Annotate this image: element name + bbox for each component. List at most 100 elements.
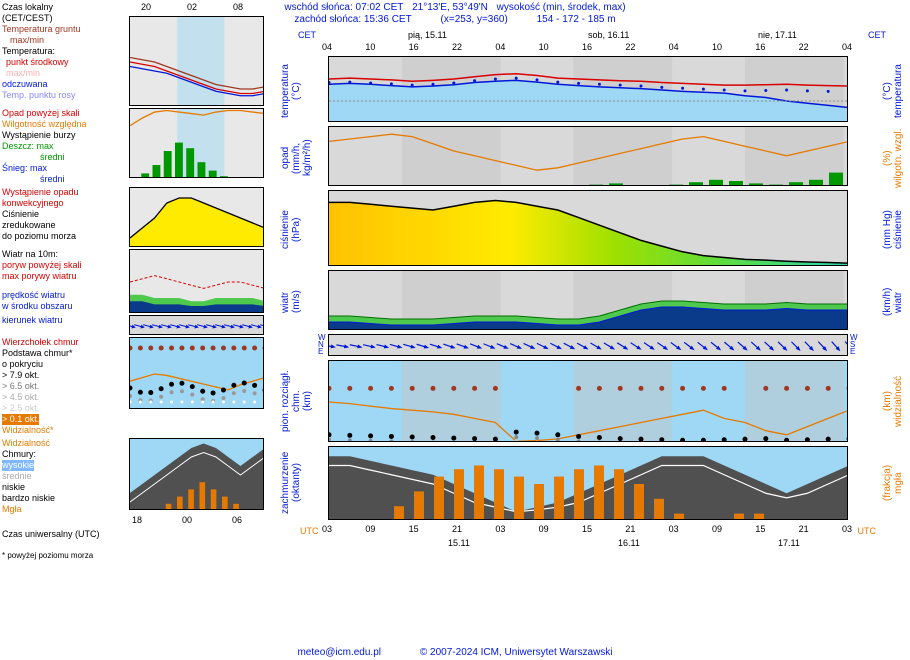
mini-time-bot: 180006 xyxy=(127,515,277,529)
rl-temp: temperatura(°C) xyxy=(280,58,302,124)
gridxy: (x=253, y=360) xyxy=(441,14,508,25)
mini-wind-chart: 201510572543618 xyxy=(129,249,264,313)
l-max2: max xyxy=(30,163,47,173)
l-burza: Wystąpienie burzy xyxy=(2,130,117,141)
l-nisk: niskie xyxy=(2,482,117,493)
mini-temp-chart: 3020100-10 xyxy=(129,16,264,106)
mini-cover-chart: 86421.000.750.500.25 xyxy=(129,438,264,510)
bd3: 17.11 xyxy=(778,538,800,548)
l-cis3: do poziomu morza xyxy=(2,231,117,242)
l-czas2: (CET/CEST) xyxy=(2,13,117,24)
time-axis-bot: 03091521030915210309152103 xyxy=(328,524,848,538)
panel-cover: 86421.000.750.500.25 xyxy=(328,446,848,520)
elev-label: wysokość (min, środek, max) xyxy=(497,2,626,13)
rr-precip: (%)wilgotn. wzgl. xyxy=(882,128,904,188)
footer-copy: © 2007-2024 ICM, Uniwersytet Warszawski xyxy=(420,647,613,658)
tz-l: CET xyxy=(298,30,316,40)
elev-values: 154 - 172 - 185 m xyxy=(537,14,616,25)
sunset: zachód słońca: 15:36 CET xyxy=(294,14,411,25)
utc-r: UTC xyxy=(858,526,877,536)
l-utc: Czas uniwersalny (UTC) xyxy=(2,529,277,540)
rr-cover: (frakcja)mgła xyxy=(882,446,904,520)
l-cis: Ciśnienie xyxy=(2,209,117,220)
day-labels: CET pią, 15.11 sob, 16.11 nie, 17.11 CET xyxy=(278,30,906,42)
l-podst: Podstawa chmur* xyxy=(2,348,117,359)
l-okt65: > 6.5 okt. xyxy=(2,381,117,392)
l-kier: kierunek wiatru xyxy=(2,315,117,326)
day2: sob, 16.11 xyxy=(588,30,629,40)
time-axis-top: 04101622041016220410162204 xyxy=(328,42,848,56)
l-widz2: Widzialność xyxy=(2,438,117,449)
l-predk: prędkość wiatru xyxy=(2,290,117,301)
l-predk2: w środku obszaru xyxy=(2,301,117,312)
l-note: * powyżej poziomu morza xyxy=(2,550,277,561)
l-punkt: punkt środkowy xyxy=(2,57,117,68)
mini-cloud-chart: 15.07.02.00.01001010 xyxy=(129,337,264,409)
l-rosa: Temp. punktu rosy xyxy=(2,90,117,101)
panel-winddir xyxy=(328,334,848,356)
coords: 21°13'E, 53°49'N xyxy=(412,2,488,13)
l-deszcz: Deszcz: xyxy=(2,141,34,151)
panel-clouds: 15.07.02.00.01001010 xyxy=(328,360,848,442)
l-maxmin2: max/min xyxy=(2,68,117,79)
rr-cloud: (km)widzialność xyxy=(882,360,904,442)
l-maxmin: max/min xyxy=(2,35,117,46)
bot-days: 15.11 16.11 17.11 xyxy=(328,538,906,550)
left-column: Czas lokalny (CET/CEST) Temperatura grun… xyxy=(2,2,277,561)
l-konw: Wystąpienie opadu xyxy=(2,187,117,198)
panel-wind: 201510572543618 xyxy=(328,270,848,330)
l-poryw: poryw powyżej skali xyxy=(2,260,117,271)
l-wilg: Wilgotność względna xyxy=(2,119,117,130)
mini-precip-chart: 2.52.01.51.00.50.09684726150 xyxy=(129,108,264,178)
rl-wind: wiatr(m/s) xyxy=(280,272,302,332)
footer: meteo@icm.edu.pl © 2007-2024 ICM, Uniwer… xyxy=(0,647,910,658)
l-mgla: Mgła xyxy=(2,504,117,515)
l-tgruntu: Temperatura gruntu xyxy=(2,24,117,35)
l-okt01: > 0.1 okt. xyxy=(2,414,39,425)
l-widz: Widzialność* xyxy=(2,425,117,436)
day1: pią, 15.11 xyxy=(408,30,447,40)
l-czas: Czas lokalny xyxy=(2,2,117,13)
l-okt45: > 4.5 okt. xyxy=(2,392,117,403)
l-sred: średnie xyxy=(2,471,117,482)
mini-press-chart: 10181016101410121018101610141012 xyxy=(129,187,264,247)
l-wys: wysokie xyxy=(2,460,34,471)
panel-precip: 543211009590858075 xyxy=(328,126,848,186)
bd1: 15.11 xyxy=(448,538,470,548)
panels-container: 1050-51050-5 543211009590858075 10201015… xyxy=(328,56,848,520)
l-wierzch: Wierzchołek chmur xyxy=(2,337,117,348)
l-wiatr: Wiatr na 10m: xyxy=(2,249,117,260)
right-column: CET pią, 15.11 sob, 16.11 nie, 17.11 CET… xyxy=(278,30,906,550)
utc-l: UTC xyxy=(300,526,319,536)
l-snieg: Śnieg: xyxy=(2,163,28,173)
compass-l: WNE xyxy=(318,334,326,355)
compass-r: WSE xyxy=(850,334,858,355)
sunrise: wschód słońca: 07:02 CET xyxy=(284,2,403,13)
tz-r: CET xyxy=(868,30,886,40)
footer-email[interactable]: meteo@icm.edu.pl xyxy=(297,647,381,658)
panel-pressure: 10201015101010051000765761758754750 xyxy=(328,190,848,266)
l-okt79: > 7.9 okt. xyxy=(2,370,117,381)
mini-time-top: 200208 xyxy=(117,2,272,16)
rr-temp: (°C)temperatura xyxy=(882,58,904,124)
l-sredni: średni xyxy=(2,152,117,163)
l-konw2: konwekcyjnego xyxy=(2,198,117,209)
rl-press: ciśnienie(hPa) xyxy=(280,192,302,268)
day3: nie, 17.11 xyxy=(758,30,797,40)
l-temp: Temperatura: xyxy=(2,46,117,57)
l-pokr: o pokryciu xyxy=(2,359,117,370)
mini-dir-chart xyxy=(129,315,264,335)
l-cis2: zredukowane xyxy=(2,220,117,231)
l-odcz: odczuwana xyxy=(2,79,117,90)
l-bnisk: bardzo niskie xyxy=(2,493,117,504)
l-maxpor: max porywy wiatru xyxy=(2,271,117,282)
l-opad: Opad powyżej skali xyxy=(2,108,117,119)
rl-cloud: pion. rozciągł. chm.(km) xyxy=(280,360,313,442)
l-snsr: średni xyxy=(2,174,117,185)
l-chmury: Chmury: xyxy=(2,449,117,460)
rr-wind: (km/h)wiatr xyxy=(882,272,904,332)
rl-cover: zachmurzenie(oktanty) xyxy=(280,446,302,520)
rr-press: (mm Hg)ciśnienie xyxy=(882,192,904,268)
l-max: max xyxy=(37,141,54,151)
l-okt25: > 2.5 okt. xyxy=(2,403,117,414)
